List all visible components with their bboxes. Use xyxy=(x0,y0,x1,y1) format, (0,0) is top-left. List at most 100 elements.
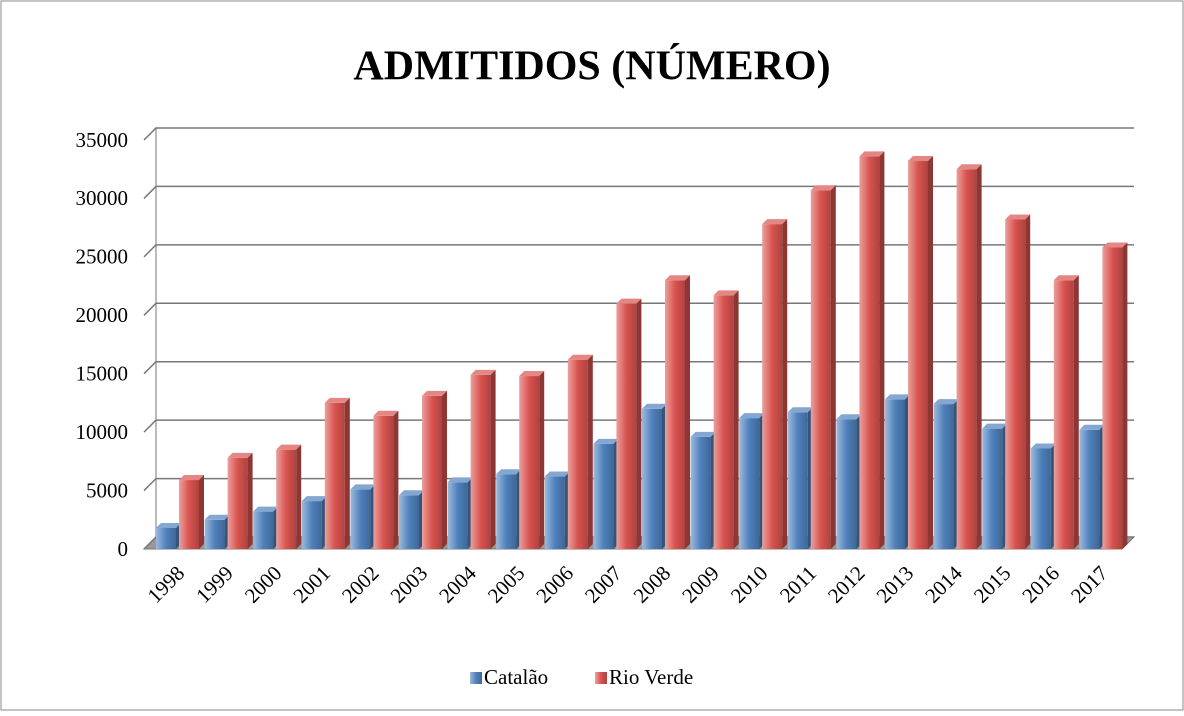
bar-side xyxy=(199,475,204,549)
bar xyxy=(690,436,711,549)
bar-top xyxy=(1102,242,1128,248)
bar-side xyxy=(247,452,253,549)
y-tick-label: 15000 xyxy=(76,362,129,386)
bar xyxy=(1030,448,1051,549)
y-tick-label: 30000 xyxy=(76,186,129,210)
bar xyxy=(642,408,662,549)
bar-top xyxy=(156,522,181,528)
bar xyxy=(713,295,734,549)
bar-top xyxy=(253,506,279,512)
bar-side xyxy=(393,410,399,549)
y-tick-label: 10000 xyxy=(76,420,129,444)
bar xyxy=(350,489,371,549)
bar-top xyxy=(350,484,376,490)
bar-top xyxy=(422,390,447,396)
bar xyxy=(616,303,637,549)
bar-side xyxy=(1025,214,1031,549)
bar-top xyxy=(276,444,302,450)
bar xyxy=(982,428,1003,549)
bar-top xyxy=(227,452,253,458)
bar xyxy=(956,169,977,549)
bar xyxy=(1102,247,1123,549)
bar-top xyxy=(373,410,399,416)
y-tick-label: 25000 xyxy=(76,245,129,269)
bar-side xyxy=(782,219,788,549)
bar-top xyxy=(762,219,788,225)
bar xyxy=(739,418,760,549)
grid-line xyxy=(143,185,1134,199)
bar xyxy=(810,190,831,549)
bar-side xyxy=(733,290,739,549)
bar xyxy=(787,412,808,549)
legend-label: Catalão xyxy=(484,665,548,689)
bar-side xyxy=(830,185,836,549)
bar xyxy=(204,519,225,549)
bar xyxy=(156,527,176,549)
bar xyxy=(1079,429,1100,549)
bar xyxy=(253,511,274,549)
bar-top xyxy=(810,185,836,191)
bar-top xyxy=(665,275,690,281)
legend-swatch xyxy=(595,672,607,684)
bar-top xyxy=(544,471,570,477)
y-tick-label: 35000 xyxy=(76,128,129,152)
bar xyxy=(908,161,928,549)
bar-side xyxy=(879,151,885,550)
bar-top xyxy=(593,438,619,444)
bar-top xyxy=(908,156,933,162)
bar-top xyxy=(1053,275,1079,281)
bar xyxy=(1005,219,1026,549)
y-tick-label: 0 xyxy=(118,537,129,561)
bar-top xyxy=(642,403,667,409)
bar-top xyxy=(739,413,765,419)
bar-top xyxy=(859,151,885,157)
bar xyxy=(227,457,248,549)
bar-side xyxy=(1073,275,1079,549)
bar-top xyxy=(324,397,350,403)
bar-top xyxy=(399,490,424,496)
bar-top xyxy=(301,496,327,502)
bar xyxy=(447,482,468,549)
bar-top xyxy=(519,371,545,377)
bar-top xyxy=(982,423,1008,429)
bar-top xyxy=(447,477,473,483)
bar-top xyxy=(836,414,862,420)
bar-top xyxy=(204,514,230,520)
bar-top xyxy=(1005,214,1031,220)
y-tick-label: 5000 xyxy=(86,478,128,502)
bar-top xyxy=(1079,424,1105,430)
bar-top xyxy=(787,407,813,413)
chart-title: ADMITIDOS (NÚMERO) xyxy=(353,43,830,90)
bar-top xyxy=(713,290,739,296)
bar-side xyxy=(442,390,447,549)
bar xyxy=(496,474,517,549)
bar-side xyxy=(296,444,302,549)
bar xyxy=(324,402,345,549)
bar xyxy=(399,495,419,549)
bar xyxy=(836,419,857,549)
bar-side xyxy=(928,156,933,549)
bar-top xyxy=(470,369,496,375)
grid-line xyxy=(143,127,1134,141)
bar xyxy=(593,443,614,549)
bar-side xyxy=(490,369,496,549)
grid-line xyxy=(143,244,1134,258)
bar-top xyxy=(933,399,959,405)
bar-top xyxy=(179,475,204,481)
bar-top xyxy=(885,394,910,400)
bar-top xyxy=(1030,443,1056,449)
grid-line xyxy=(143,360,1134,375)
bar xyxy=(179,480,199,549)
bar xyxy=(301,501,322,549)
bar xyxy=(933,404,954,549)
bar xyxy=(859,156,880,550)
bar xyxy=(519,376,540,549)
bar-top xyxy=(956,164,982,170)
bar-top xyxy=(496,469,522,475)
y-tick-label: 20000 xyxy=(76,303,129,327)
legend-swatch xyxy=(470,672,482,684)
bar-side xyxy=(587,354,593,549)
bar-side xyxy=(1122,242,1128,549)
bar-side xyxy=(685,275,690,549)
